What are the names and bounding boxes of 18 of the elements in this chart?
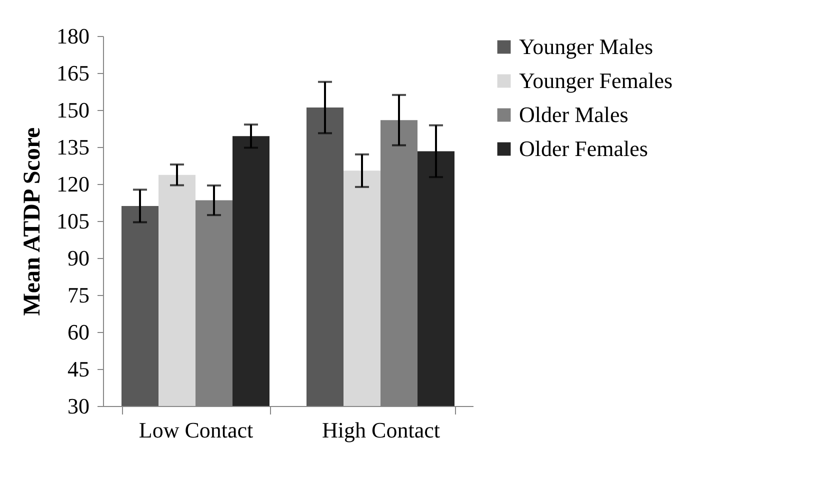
y-tick-label: 165 bbox=[56, 60, 90, 86]
y-tick-label: 75 bbox=[68, 282, 90, 308]
legend-label: Younger Females bbox=[519, 68, 673, 93]
y-tick-label: 150 bbox=[56, 98, 90, 122]
x-tick-label: Low Contact bbox=[138, 418, 254, 442]
y-tick-label: 60 bbox=[68, 320, 90, 344]
y-tick-label: 135 bbox=[56, 134, 90, 160]
legend-label: Older Males bbox=[519, 102, 628, 127]
y-tick-label: 105 bbox=[56, 208, 90, 234]
y-tick-label: 45 bbox=[68, 356, 90, 382]
y-tick-label: 30 bbox=[68, 394, 90, 418]
legend-label: Older Females bbox=[519, 136, 648, 161]
y-axis-title: Mean ATDP Score bbox=[20, 126, 46, 316]
y-tick-label: 90 bbox=[68, 246, 90, 270]
y-tick-label: 120 bbox=[56, 172, 90, 196]
x-tick-label: High Contact bbox=[322, 418, 440, 442]
legend-label: Younger Males bbox=[519, 34, 654, 59]
y-tick-label: 180 bbox=[56, 24, 90, 48]
